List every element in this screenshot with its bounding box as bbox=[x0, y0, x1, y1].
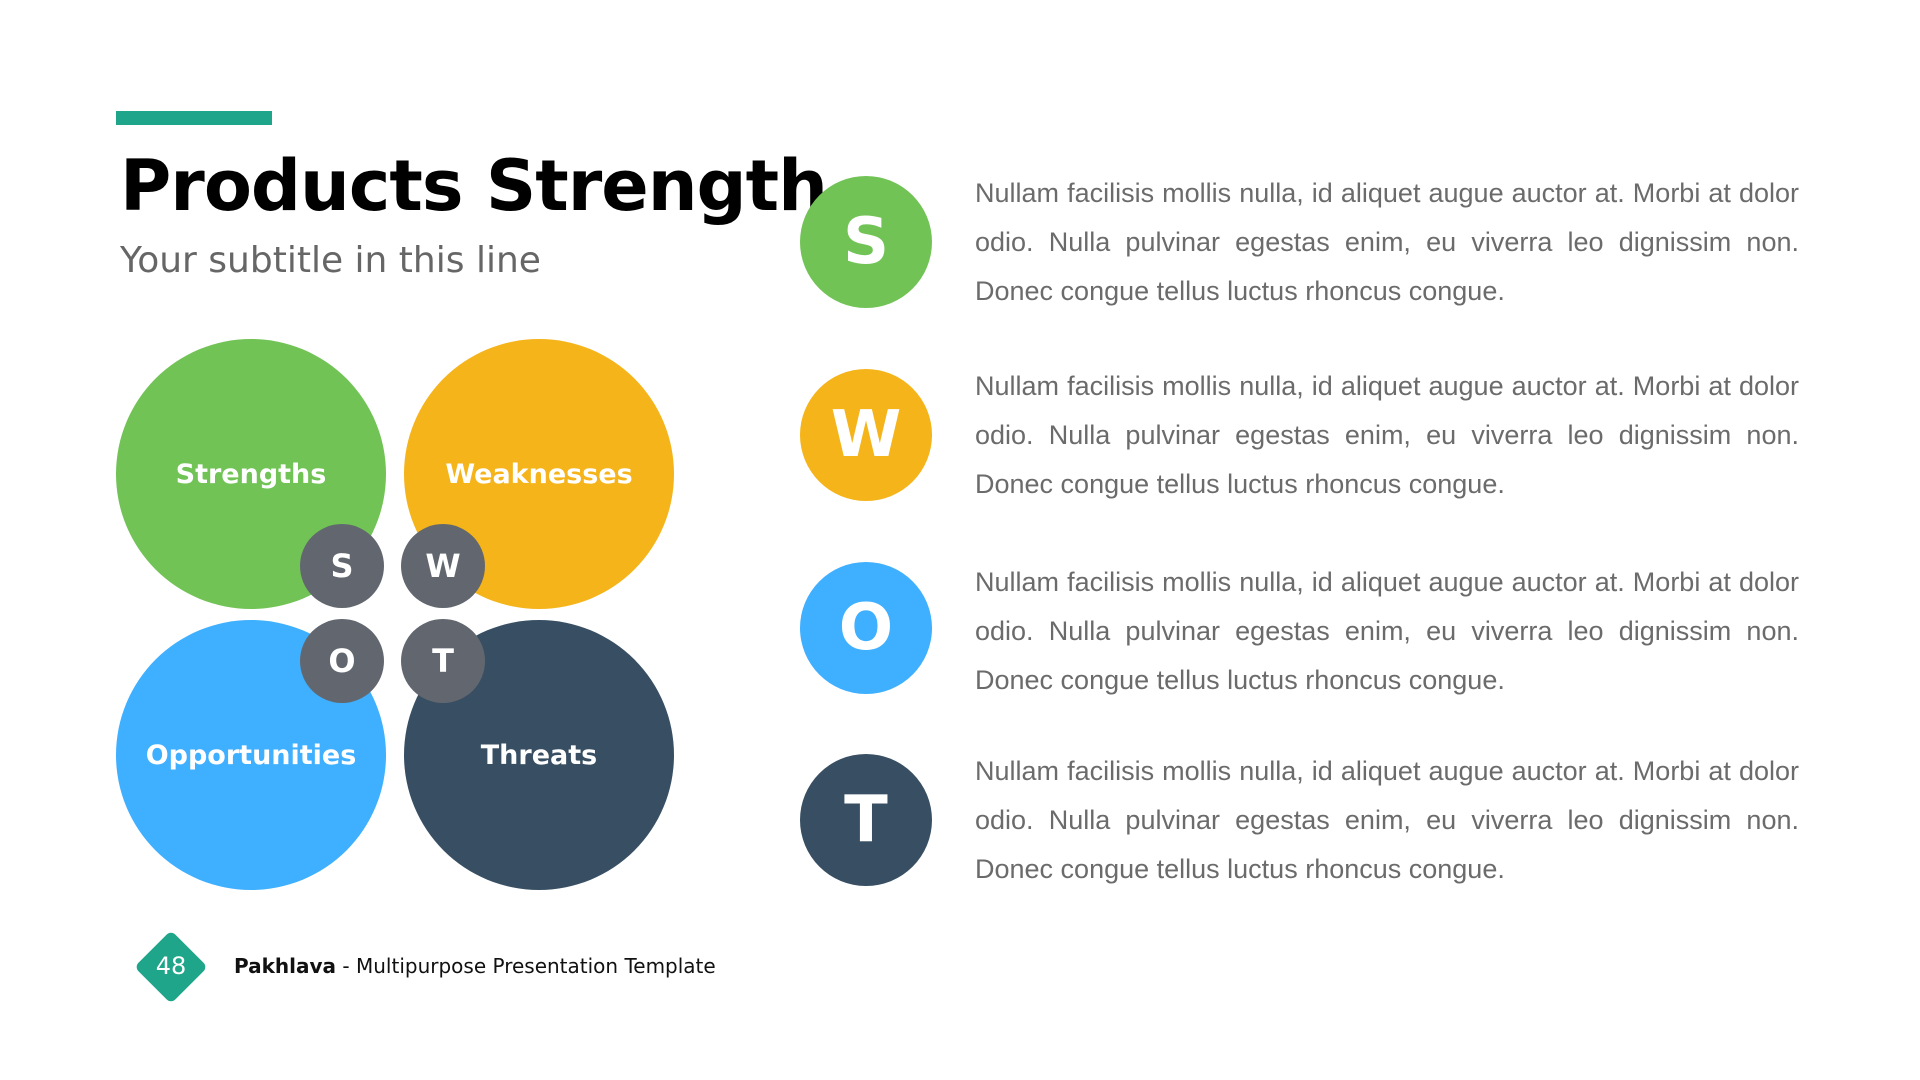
strengths-description: Nullam facilisis mollis nulla, id alique… bbox=[975, 178, 1799, 306]
footer-separator: - bbox=[336, 954, 356, 978]
t-badge: T bbox=[401, 619, 485, 703]
w-circle: W bbox=[800, 369, 932, 501]
w-badge: W bbox=[401, 524, 485, 608]
page-number: 48 bbox=[155, 952, 187, 980]
strengths-label: Strengths bbox=[175, 458, 327, 490]
strengths-circle: Strengths bbox=[116, 339, 386, 609]
s-circle: S bbox=[800, 176, 932, 308]
o-circle: O bbox=[800, 562, 932, 694]
s-badge: S bbox=[300, 524, 384, 608]
footer-tagline: Multipurpose Presentation Template bbox=[355, 954, 716, 978]
page-title: Products Strength bbox=[120, 145, 828, 227]
threats-description: Nullam facilisis mollis nulla, id alique… bbox=[975, 756, 1799, 884]
page-subtitle: Your subtitle in this line bbox=[120, 240, 541, 281]
opportunities-circle: Opportunities bbox=[116, 620, 386, 890]
weaknesses-label: Weaknesses bbox=[445, 458, 633, 490]
weaknesses-description: Nullam facilisis mollis nulla, id alique… bbox=[975, 371, 1799, 499]
accent-bar bbox=[116, 111, 272, 125]
footer-brand: Pakhlava bbox=[234, 954, 337, 978]
footer-text: Pakhlava - Multipurpose Presentation Tem… bbox=[234, 954, 716, 978]
opportunities-label: Opportunities bbox=[145, 739, 357, 771]
opportunities-description: Nullam facilisis mollis nulla, id alique… bbox=[975, 567, 1799, 695]
t-circle: T bbox=[800, 754, 932, 886]
o-badge: O bbox=[300, 619, 384, 703]
threats-label: Threats bbox=[480, 739, 598, 771]
